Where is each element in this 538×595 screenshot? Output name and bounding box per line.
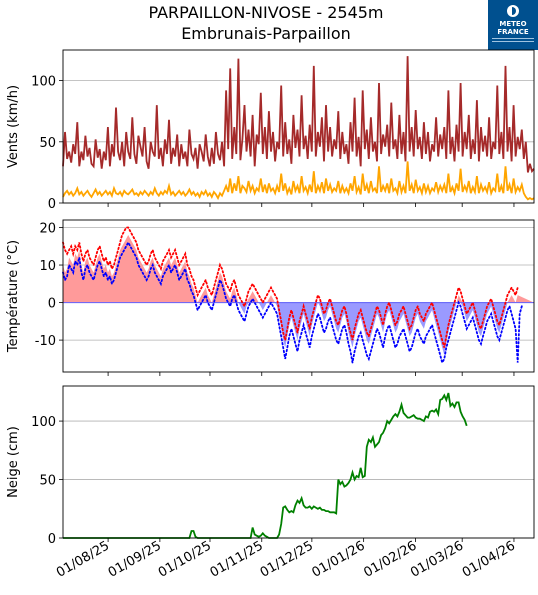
wind-line <box>62 161 535 201</box>
y-tick-label: -10 <box>35 334 56 349</box>
logo-text-2: FRANCE <box>497 28 529 36</box>
logo-text-1: METEO <box>499 20 527 28</box>
title-line-1: PARPAILLON-NIVOSE - 2545m <box>148 3 384 22</box>
y-tick-label: 100 <box>31 75 56 90</box>
panel-3: 0 50 100 Neige (cm) <box>6 385 535 547</box>
panel-2: -10 0 10 20 Température (°C) <box>6 219 535 376</box>
snow-line <box>63 392 468 539</box>
x-tick-label: 01/03/26 <box>408 538 466 580</box>
y-tick-label: 50 <box>39 136 56 151</box>
y-axis-label: Vents (km/h) <box>6 85 21 168</box>
logo-tagline-icon <box>492 38 534 44</box>
y-axis-label: Neige (cm) <box>6 426 21 498</box>
plot-frame <box>62 219 535 373</box>
temp-min-line <box>62 240 523 365</box>
x-tick-label: 01/02/26 <box>361 538 419 580</box>
plot-frame <box>62 385 535 539</box>
x-tick-label: 01/11/25 <box>208 538 266 580</box>
y-tick-label: 50 <box>39 474 56 489</box>
y-axis-label: Température (°C) <box>6 240 21 353</box>
x-tick-label: 01/09/25 <box>106 538 164 580</box>
y-tick-label: 10 <box>39 259 56 274</box>
logo-mark-icon <box>507 5 519 17</box>
x-tick-label: 01/12/25 <box>258 538 316 580</box>
x-tick-label: 01/04/26 <box>460 538 518 580</box>
y-tick-label: 0 <box>48 297 56 312</box>
x-tick-label: 01/10/25 <box>156 538 214 580</box>
plot-frame <box>62 49 535 204</box>
y-tick-label: 0 <box>48 532 56 547</box>
temp-max-line <box>62 226 519 348</box>
y-tick-label: 100 <box>31 415 56 430</box>
chart-title: PARPAILLON-NIVOSE - 2545m Embrunais-Parp… <box>0 2 532 44</box>
x-tick-label: 01/08/25 <box>54 538 112 580</box>
y-tick-label: 20 <box>39 222 56 237</box>
title-line-2: Embrunais-Parpaillon <box>181 24 351 43</box>
y-tick-label: 0 <box>48 197 56 212</box>
panel-1: 0 50 100 Vents (km/h) <box>6 49 535 212</box>
positive-temp-area <box>63 235 534 303</box>
gust-line <box>62 56 535 174</box>
x-tick-label: 01/01/26 <box>310 538 368 580</box>
meteo-france-logo: METEO FRANCE <box>488 0 538 50</box>
